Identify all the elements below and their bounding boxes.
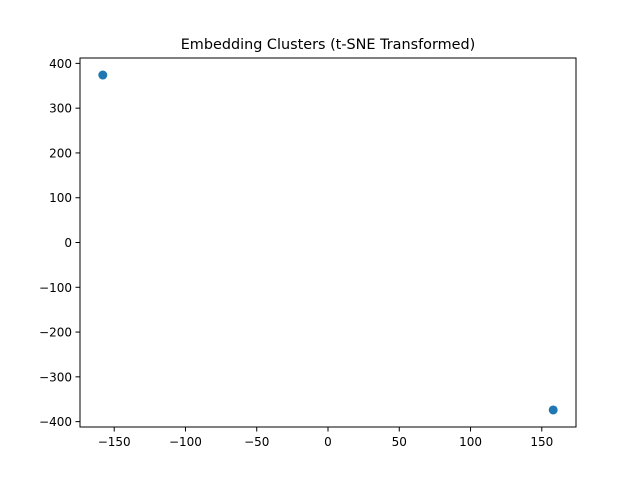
y-tick-label: −400 <box>39 415 72 429</box>
y-tick-label: 300 <box>49 102 72 116</box>
x-tick-label: 0 <box>324 435 332 449</box>
y-tick-label: 200 <box>49 146 72 160</box>
plot-frame <box>79 57 577 428</box>
y-tick-label: −100 <box>39 281 72 295</box>
y-tick-label: 0 <box>64 236 72 250</box>
x-tick-label: −50 <box>244 435 269 449</box>
y-tick-label: −200 <box>39 326 72 340</box>
x-axis-ticks: −150 −100 −50 0 50 100 150 <box>98 427 553 449</box>
scatter-point <box>98 70 108 80</box>
y-tick-label: −300 <box>39 370 72 384</box>
x-tick-label: 150 <box>530 435 553 449</box>
data-points <box>98 70 558 415</box>
x-tick-label: −100 <box>169 435 202 449</box>
y-axis-ticks: −400 −300 −200 −100 0 100 200 300 400 <box>39 57 80 429</box>
scatter-point <box>548 405 558 415</box>
x-tick-label: 100 <box>459 435 482 449</box>
x-tick-label: 50 <box>392 435 407 449</box>
y-tick-label: 100 <box>49 191 72 205</box>
chart-title: Embedding Clusters (t-SNE Transformed) <box>181 37 476 53</box>
x-tick-label: −150 <box>98 435 131 449</box>
y-tick-label: 400 <box>49 57 72 71</box>
